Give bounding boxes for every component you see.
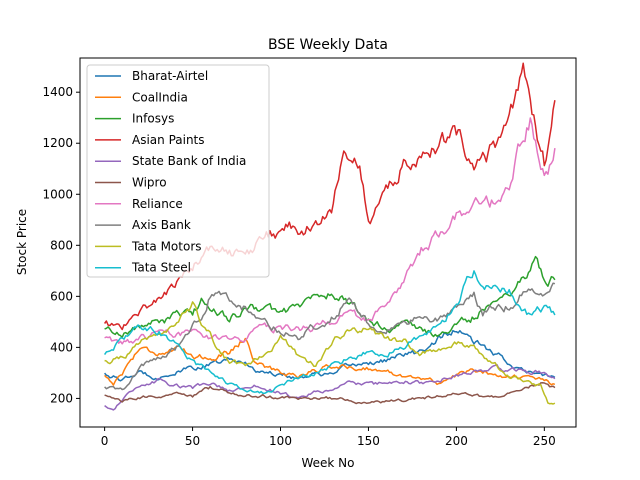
legend-label: Axis Bank [132, 218, 191, 232]
y-tick-label: 1400 [42, 85, 73, 99]
series-line-wipro [104, 381, 556, 405]
legend-label: Bharat-Airtel [132, 69, 208, 83]
legend-label: Reliance [132, 197, 183, 211]
legend-label: Tata Motors [131, 239, 202, 253]
y-tick-label: 200 [50, 391, 73, 405]
x-tick-label: 50 [185, 434, 200, 448]
legend-label: Wipro [132, 176, 167, 190]
legend-label: State Bank of India [132, 154, 246, 168]
legend-label: CoalIndia [132, 90, 188, 104]
y-tick-label: 600 [50, 289, 73, 303]
x-tick-label: 250 [533, 434, 556, 448]
series-line-axis-bank [104, 282, 556, 391]
legend-label: Infosys [132, 112, 174, 126]
series-line-tata-steel [103, 270, 556, 395]
series-line-state-bank-of-india [104, 363, 556, 411]
chart-title: BSE Weekly Data [268, 37, 388, 53]
series-line-reliance [104, 117, 556, 345]
legend-items: Bharat-Airtel CoalIndia Infosys Asian Paint… [95, 69, 246, 275]
legend: Bharat-Airtel CoalIndia Infosys Asian Paint… [86, 64, 270, 278]
x-axis: 0 50 100 150 200 250 [101, 427, 556, 448]
legend-label: Tata Steel [131, 261, 191, 275]
y-tick-label: 400 [50, 340, 73, 354]
x-axis-label: Week No [301, 456, 354, 470]
x-tick-label: 150 [357, 434, 380, 448]
x-tick-label: 200 [445, 434, 468, 448]
y-tick-label: 1200 [42, 136, 73, 150]
series-line-infosys [104, 255, 556, 339]
x-tick-label: 0 [101, 434, 109, 448]
y-tick-label: 800 [50, 238, 73, 252]
y-axis: 200 400 600 800 1000 1200 1400 [42, 85, 80, 405]
series-line-tata-motors [104, 301, 556, 405]
y-axis-label: Stock Price [15, 209, 29, 275]
plot-frame [79, 57, 577, 428]
legend-box [86, 64, 270, 278]
y-tick-label: 1000 [42, 187, 73, 201]
x-tick-label: 100 [269, 434, 292, 448]
legend-label: Asian Paints [132, 133, 205, 147]
series-line-bharat-airtel [104, 329, 556, 382]
